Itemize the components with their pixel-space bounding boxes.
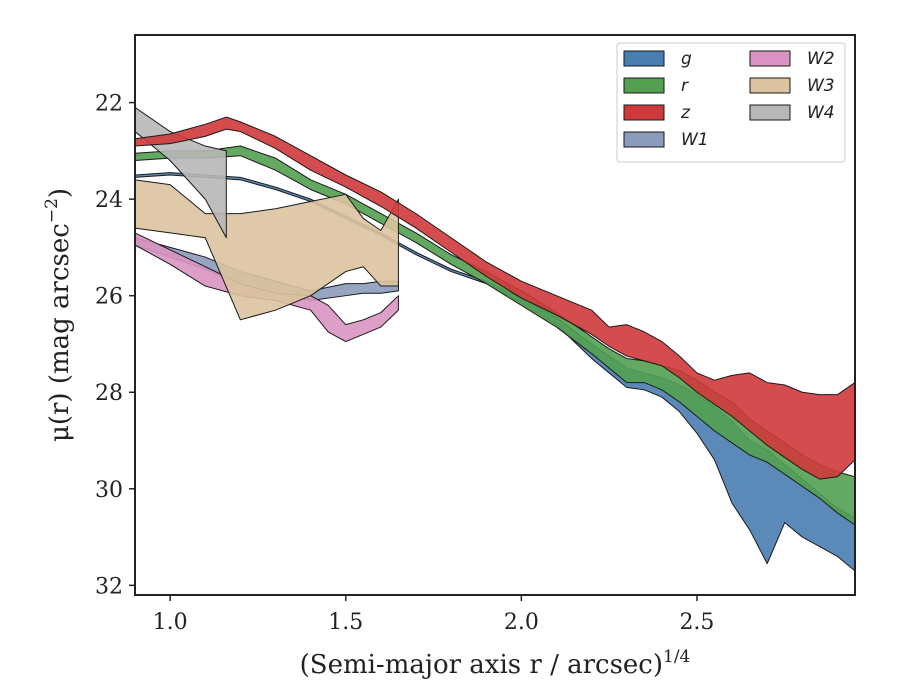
legend-label-w2: W2 [807,49,835,69]
x-axis-label-exponent: 1/4 [663,647,690,667]
band-w3 [135,179,399,321]
x-tick-label: 2.5 [679,610,714,635]
y-axis-label-close: ) [45,188,75,198]
legend-swatch-w2 [749,50,791,67]
y-axis-label-exponent: −2 [42,198,62,223]
legend-label-w1: W1 [681,130,709,150]
legend-swatch-r [623,77,665,94]
bands-layer [135,106,855,572]
legend-label-w3: W3 [807,76,835,96]
legend-swatch-w3 [749,77,791,94]
plot-frame [134,34,856,596]
legend-swatch-w4 [749,104,791,121]
y-axis-label: μ(r) (mag arcsec−2) [42,188,75,442]
y-tick-label: 24 [95,188,123,213]
y-axis: 22 24 26 28 30 32 [95,92,135,599]
y-tick-label: 22 [95,92,123,117]
legend-label-w4: W4 [807,103,835,123]
y-tick-label: 30 [95,478,123,503]
x-axis-label: (Semi-major axis r / arcsec)1/4 [300,647,691,680]
x-tick-label: 1.5 [328,610,363,635]
x-tick-label: 1.0 [153,610,188,635]
band-z [135,116,855,480]
legend-swatch-z [623,104,665,121]
x-tick-label: 2.0 [504,610,539,635]
x-axis: 1.0 1.5 2.0 2.5 [153,595,714,635]
legend-label-r: r [681,76,689,96]
legend: grz W1 W2 W3 W4 [616,42,846,163]
legend-swatch-w1 [623,131,665,148]
legend-label-g: g [681,49,692,69]
y-tick-label: 28 [95,381,123,406]
y-tick-label: 26 [95,285,123,310]
legend-frame [616,42,846,163]
legend-swatch-g [623,50,665,67]
y-tick-label: 32 [95,574,123,599]
legend-label-z: z [680,103,691,123]
